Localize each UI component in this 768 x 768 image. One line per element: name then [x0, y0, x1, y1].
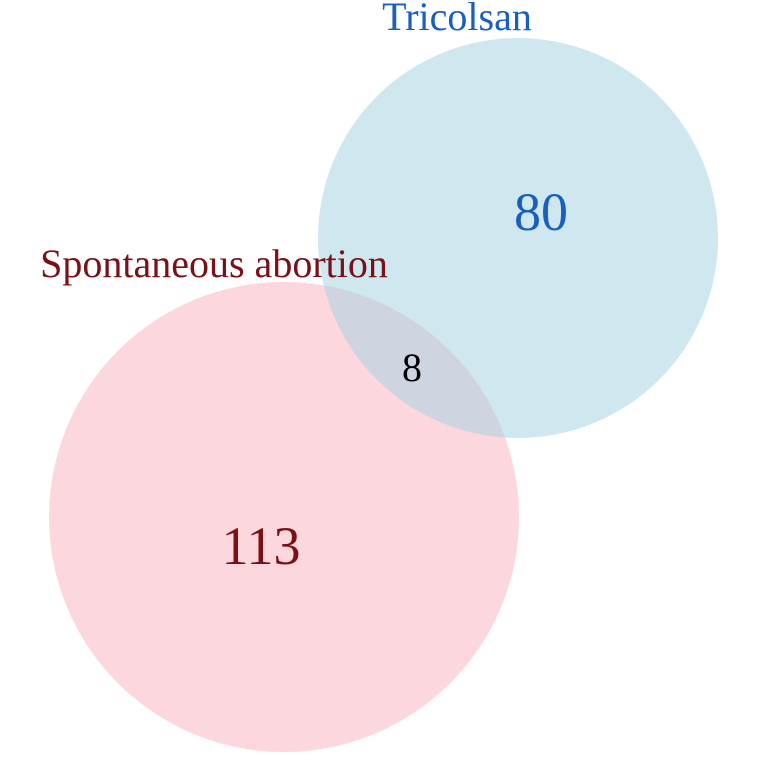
tricolsan-label: Tricolsan	[382, 0, 532, 39]
spontaneous-abortion-only-count: 113	[222, 516, 301, 576]
tricolsan-only-count: 80	[514, 182, 568, 242]
intersection-count: 8	[402, 345, 422, 390]
tricolsan-circle	[318, 38, 718, 438]
spontaneous-abortion-label: Spontaneous abortion	[40, 241, 388, 286]
